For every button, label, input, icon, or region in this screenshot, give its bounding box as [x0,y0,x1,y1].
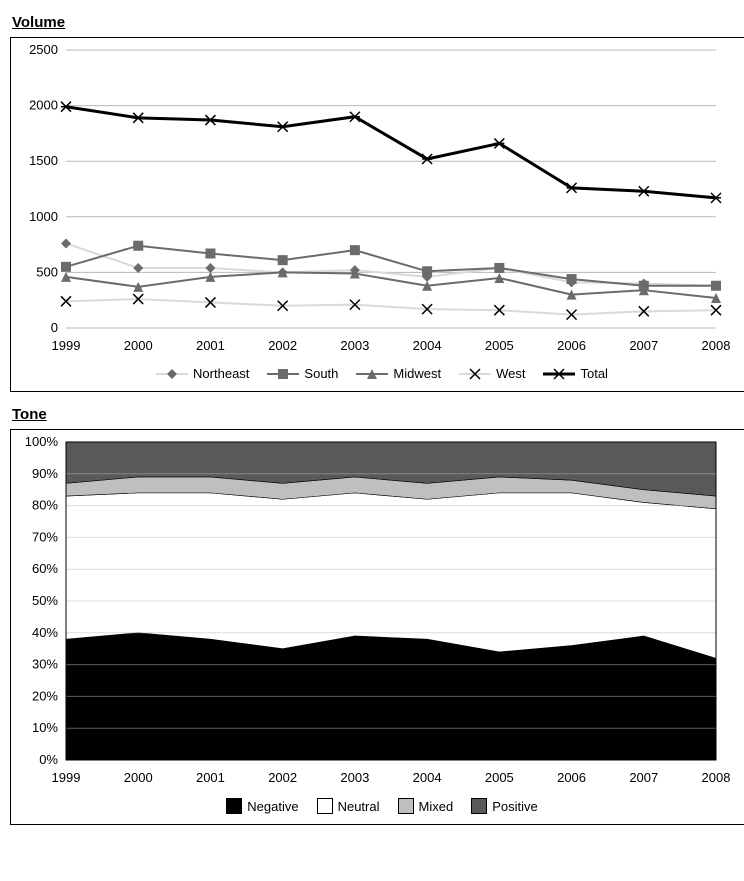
legend-item-south: South [267,366,338,381]
svg-text:2005: 2005 [485,338,514,353]
svg-text:30%: 30% [32,657,58,672]
svg-text:80%: 80% [32,498,58,513]
svg-text:60%: 60% [32,561,58,576]
svg-text:2005: 2005 [485,770,514,785]
svg-text:2004: 2004 [413,770,442,785]
svg-text:2003: 2003 [340,338,369,353]
svg-text:0: 0 [51,320,58,335]
tone-chart: 0% 10% 20% 30% 40% 50% 60% 70% 80% 90% 100% 1999 200… [10,429,744,825]
volume-chart: 0 500 1000 1500 2000 2500 1999 2000 2001 2002 2003… [10,37,744,392]
legend-item-west: West [459,366,525,381]
svg-text:1500: 1500 [29,153,58,168]
svg-text:2006: 2006 [557,770,586,785]
svg-text:70%: 70% [32,529,58,544]
svg-text:2002: 2002 [268,770,297,785]
svg-text:2000: 2000 [29,98,58,113]
svg-text:2002: 2002 [268,338,297,353]
svg-text:1999: 1999 [52,770,81,785]
svg-text:100%: 100% [25,434,59,449]
svg-text:2000: 2000 [124,770,153,785]
volume-legend: Northeast South Midwest West Total [11,358,744,391]
svg-text:2003: 2003 [340,770,369,785]
svg-text:40%: 40% [32,625,58,640]
svg-text:90%: 90% [32,466,58,481]
legend-item-negative: Negative [226,798,298,814]
svg-text:2008: 2008 [702,338,731,353]
svg-text:500: 500 [36,264,58,279]
svg-text:2001: 2001 [196,770,225,785]
svg-text:2004: 2004 [413,338,442,353]
legend-item-mixed: Mixed [398,798,454,814]
svg-text:2006: 2006 [557,338,586,353]
svg-text:2001: 2001 [196,338,225,353]
legend-item-northeast: Northeast [156,366,249,381]
tone-legend: Negative Neutral Mixed Positive [11,790,744,824]
svg-text:2007: 2007 [629,338,658,353]
svg-text:0%: 0% [39,752,58,767]
legend-item-midwest: Midwest [356,366,441,381]
legend-item-neutral: Neutral [317,798,380,814]
tone-title: Tone [12,406,744,423]
svg-text:10%: 10% [32,720,58,735]
svg-text:50%: 50% [32,593,58,608]
svg-text:1999: 1999 [52,338,81,353]
svg-text:1000: 1000 [29,209,58,224]
legend-item-positive: Positive [471,798,538,814]
legend-item-total: Total [543,366,607,381]
svg-text:2500: 2500 [29,42,58,57]
svg-text:20%: 20% [32,688,58,703]
svg-text:2008: 2008 [702,770,731,785]
svg-text:2000: 2000 [124,338,153,353]
volume-title: Volume [12,14,744,31]
svg-text:2007: 2007 [629,770,658,785]
